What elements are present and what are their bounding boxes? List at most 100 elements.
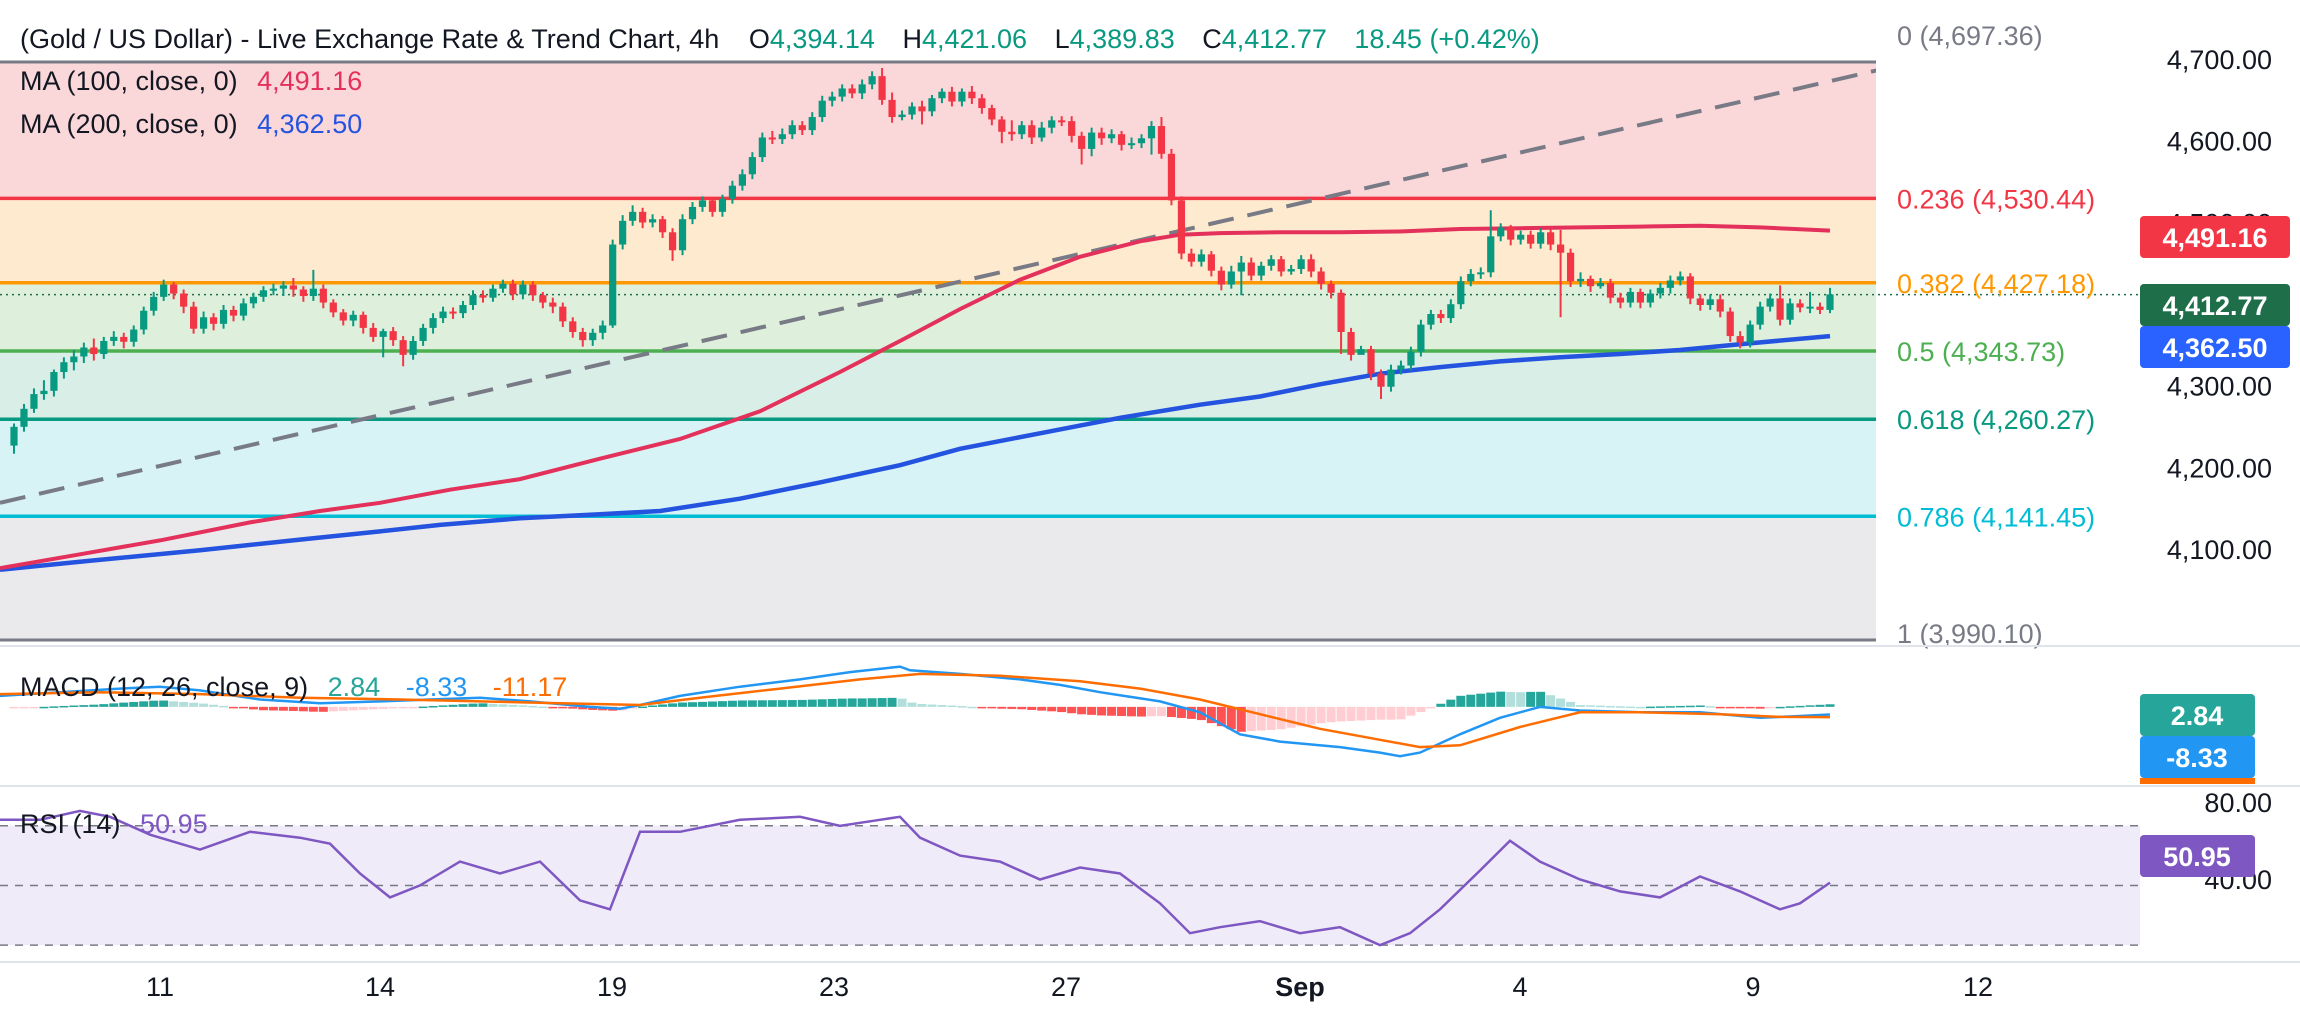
macd-hist-bar bbox=[1127, 706, 1137, 717]
candle bbox=[1726, 307, 1734, 342]
macd-hist-bar bbox=[318, 706, 328, 712]
rsi-legend: RSI (14) 50.95 bbox=[20, 809, 208, 839]
candle bbox=[1317, 267, 1325, 290]
candle bbox=[259, 286, 268, 302]
price-tick: 4,300.00 bbox=[2167, 372, 2272, 402]
candle bbox=[668, 228, 677, 261]
candle bbox=[1537, 228, 1545, 249]
candle bbox=[1477, 267, 1485, 279]
time-tick: Sep bbox=[1275, 972, 1325, 1002]
macd-hist-bar bbox=[59, 705, 69, 708]
fibonacci-labels: 0 (4,697.36) 0.236 (4,530.44) 0.382 (4,427… bbox=[1897, 21, 2095, 649]
macd-hist-bar bbox=[69, 705, 79, 708]
candle bbox=[948, 86, 956, 107]
time-tick: 23 bbox=[819, 972, 849, 1002]
macd-hist-bar bbox=[1176, 706, 1186, 718]
open-value: 4,394.14 bbox=[770, 24, 875, 54]
candle bbox=[130, 325, 138, 347]
candle bbox=[1367, 345, 1375, 381]
candle bbox=[1217, 266, 1225, 291]
candle bbox=[648, 214, 657, 228]
macd-hist-bar bbox=[1067, 706, 1077, 714]
low-value: 4,389.83 bbox=[1070, 24, 1175, 54]
candle bbox=[1117, 130, 1126, 151]
candle bbox=[489, 284, 497, 302]
svg-text:4,491.16: 4,491.16 bbox=[2162, 223, 2267, 253]
rsi-line bbox=[0, 809, 1831, 947]
candle bbox=[419, 323, 427, 346]
macd-hist-bar bbox=[518, 705, 528, 707]
candle bbox=[958, 88, 966, 107]
candle bbox=[239, 298, 248, 321]
macd-hist-bar bbox=[578, 706, 588, 710]
candle bbox=[389, 327, 397, 346]
macd-hist-bar bbox=[688, 702, 698, 707]
candle bbox=[1696, 294, 1704, 311]
candle bbox=[1137, 134, 1146, 149]
macd-hist-bar bbox=[1755, 706, 1765, 709]
macd-hist-bar bbox=[179, 702, 189, 707]
macd-signal-line bbox=[0, 672, 1831, 749]
last-price-badge bbox=[2140, 284, 2290, 326]
candle bbox=[1357, 345, 1365, 355]
candle bbox=[1307, 254, 1315, 278]
macd-hist-bar bbox=[49, 706, 59, 708]
change-value: 18.45 (+0.42%) bbox=[1354, 24, 1539, 54]
candle bbox=[80, 342, 88, 364]
candle bbox=[1008, 120, 1016, 141]
fib-label-0.786: 0.786 (4,141.45) bbox=[1897, 502, 2095, 532]
candle bbox=[1147, 121, 1156, 155]
price-axis: 4,700.004,600.004,500.004,400.004,300.00… bbox=[2167, 45, 2272, 565]
candle bbox=[1447, 299, 1455, 323]
macd-hist-bar bbox=[658, 704, 668, 707]
macd-hist-bar bbox=[1057, 706, 1067, 713]
macd-hist-bar bbox=[348, 706, 358, 711]
fib-band bbox=[0, 419, 1876, 517]
candle bbox=[1347, 327, 1355, 361]
candle bbox=[1417, 319, 1425, 357]
macd-hist-bar bbox=[977, 706, 987, 709]
macd-hist-bar bbox=[1745, 706, 1755, 709]
macd-hist-bar bbox=[1306, 706, 1316, 725]
rsi-legend-value: 50.95 bbox=[140, 809, 208, 839]
macd-hist-bar bbox=[1097, 706, 1107, 716]
macd-hist-bar bbox=[1186, 706, 1196, 719]
candle bbox=[1756, 301, 1764, 330]
macd-hist-bar bbox=[737, 700, 747, 707]
ma200-legend-value: 4,362.50 bbox=[257, 109, 362, 139]
macd-hist-bar bbox=[79, 705, 89, 707]
header-legend: (Gold / US Dollar) - Live Exchange Rate … bbox=[20, 24, 1540, 839]
candle bbox=[1547, 228, 1555, 251]
macd-hist-bar bbox=[907, 702, 917, 707]
candle bbox=[1776, 285, 1784, 326]
candle bbox=[808, 112, 816, 136]
macd-hist-bar bbox=[1586, 705, 1596, 707]
macd-hist-bar bbox=[408, 706, 418, 709]
candle bbox=[110, 331, 118, 346]
candle bbox=[1736, 331, 1744, 349]
macd-hist-bar bbox=[229, 706, 239, 709]
candle bbox=[1327, 280, 1335, 299]
macd-hist-bar bbox=[1107, 706, 1117, 716]
macd-hist-bar bbox=[308, 706, 318, 712]
macd-hist-bar bbox=[648, 705, 658, 708]
candle bbox=[180, 289, 188, 314]
candle bbox=[1806, 291, 1814, 314]
macd-hist-bar bbox=[1566, 701, 1576, 707]
macd-hist-bar bbox=[1625, 706, 1635, 709]
fib-band bbox=[0, 282, 1876, 351]
macd-hist-bar bbox=[1576, 705, 1586, 707]
macd-hist-bar bbox=[1266, 706, 1276, 730]
macd-hist-bar bbox=[378, 706, 388, 709]
macd-hist-bar bbox=[1117, 706, 1127, 717]
macd-hist-bar bbox=[189, 702, 199, 707]
fib-label-0.382: 0.382 (4,427.18) bbox=[1897, 269, 2095, 299]
macd-value: -8.33 bbox=[406, 672, 468, 702]
macd-hist-bar bbox=[767, 700, 777, 707]
macd-hist-bar bbox=[1615, 706, 1625, 708]
fib-label-0.5: 0.5 (4,343.73) bbox=[1897, 337, 2065, 367]
candle bbox=[1706, 294, 1714, 310]
candle bbox=[748, 152, 756, 180]
candle bbox=[359, 311, 367, 334]
